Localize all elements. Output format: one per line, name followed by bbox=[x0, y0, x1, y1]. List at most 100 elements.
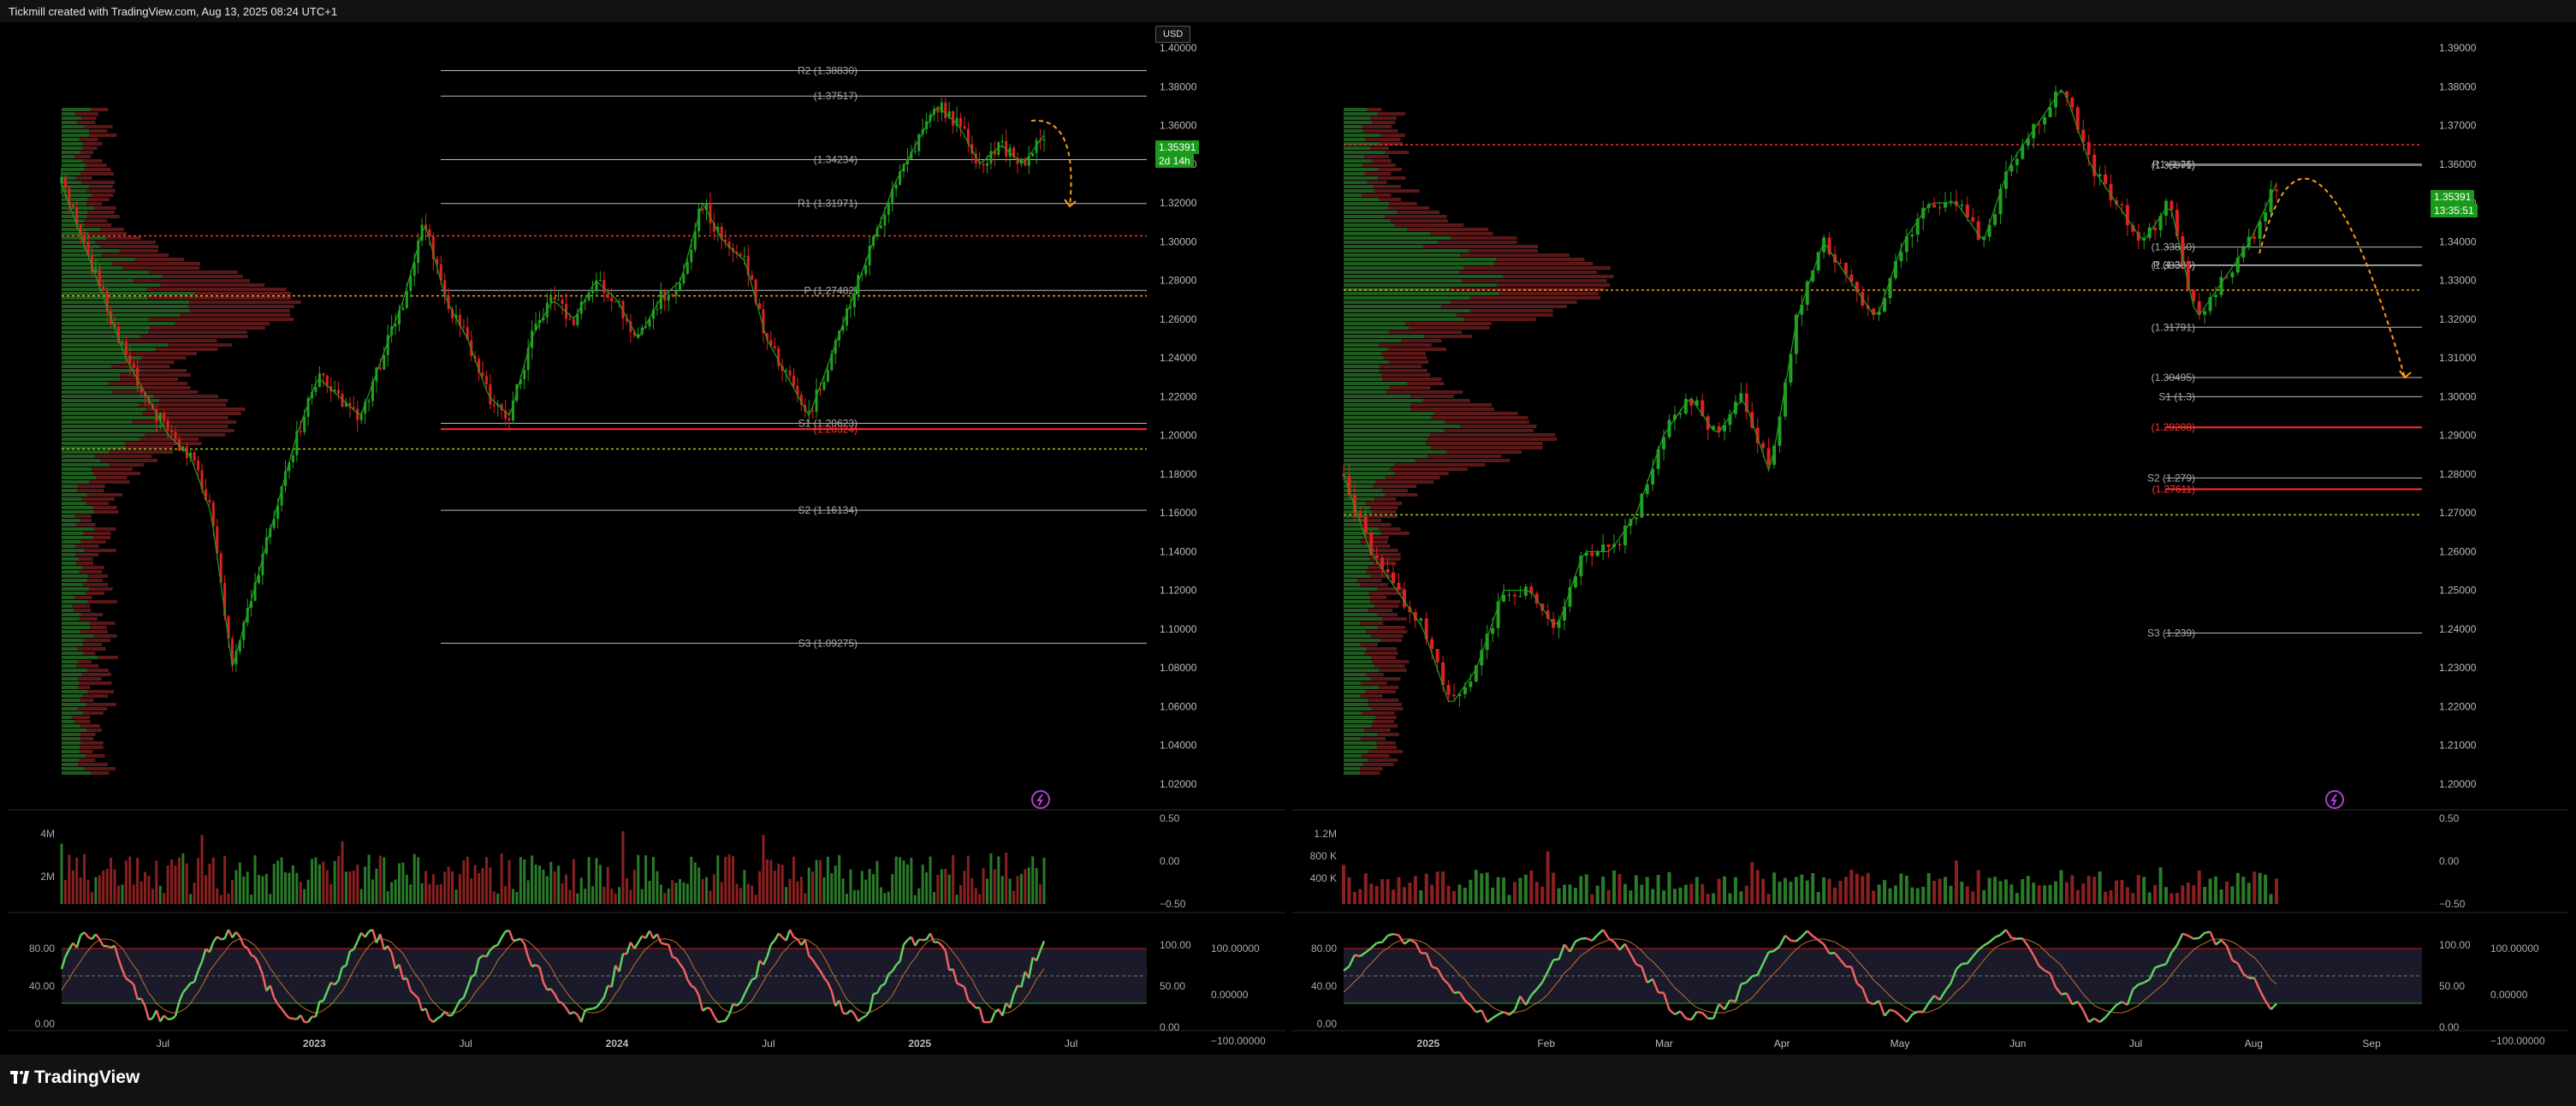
oscillator-line-segment bbox=[558, 1000, 563, 1004]
oscillator-line-segment bbox=[691, 984, 696, 990]
oscillator-line-segment bbox=[1756, 963, 1765, 976]
oscillator-axis-far-label: 100.00000 bbox=[1211, 942, 1260, 954]
chart-panel-left[interactable]: 1.400001.380001.360001.340001.320001.300… bbox=[9, 22, 1285, 1055]
currency-button[interactable]: USD bbox=[1155, 26, 1191, 43]
oscillator-line-segment bbox=[633, 942, 639, 949]
volume-bar bbox=[1463, 887, 1467, 904]
candle-body bbox=[2186, 261, 2190, 290]
volume-profile-bar-down bbox=[87, 600, 118, 604]
volume-profile-bar-down bbox=[168, 343, 232, 347]
oscillator-line-segment bbox=[527, 956, 533, 967]
oscillator-line-segment bbox=[223, 929, 230, 939]
volume-profile-bar-up bbox=[1344, 489, 1383, 492]
volume-profile-bar-up bbox=[1344, 134, 1381, 137]
candle-body bbox=[917, 134, 921, 152]
volume-profile-bar-up bbox=[62, 660, 79, 663]
volume-bar bbox=[1944, 877, 1948, 904]
oscillator-line-segment bbox=[588, 1007, 593, 1011]
volume-profile-bar-up bbox=[1344, 613, 1378, 616]
volume-profile-bar-up bbox=[1344, 142, 1380, 146]
oscillator-line-segment bbox=[937, 941, 943, 947]
candle-body bbox=[2109, 183, 2113, 201]
oscillator-line-segment bbox=[197, 960, 204, 972]
volume-bar bbox=[401, 862, 405, 904]
chart-panel-right[interactable]: 1.390001.380001.370001.360001.350001.340… bbox=[1292, 22, 2567, 1055]
volume-profile-bar-down bbox=[159, 399, 229, 402]
candle-body bbox=[68, 188, 71, 205]
volume-profile-bar-down bbox=[1378, 343, 1432, 347]
price-axis-label: 1.21000 bbox=[2439, 740, 2477, 752]
volume-bar bbox=[246, 871, 249, 904]
volume-profile-bar-down bbox=[1371, 656, 1397, 659]
oscillator-line-segment bbox=[273, 996, 279, 1005]
volume-bar bbox=[557, 865, 561, 904]
chart-canvas-left[interactable]: 1.400001.380001.360001.340001.320001.300… bbox=[9, 22, 1285, 1055]
volume-bar bbox=[447, 866, 450, 904]
volume-profile-bar-down bbox=[153, 395, 218, 398]
volume-profile-bar-down bbox=[1430, 433, 1556, 437]
oscillator-line-segment bbox=[1343, 965, 1350, 972]
candle-body bbox=[724, 239, 727, 242]
volume-profile-bar-up bbox=[1344, 330, 1389, 334]
oscillator-line-segment bbox=[2098, 1016, 2106, 1023]
volume-profile-bar-up bbox=[1344, 557, 1370, 561]
oscillator-line-segment bbox=[144, 1005, 151, 1020]
volume-bar bbox=[470, 878, 473, 904]
chart-canvas-right[interactable]: 1.390001.380001.370001.360001.350001.340… bbox=[1292, 22, 2567, 1055]
candle-body bbox=[1507, 594, 1511, 596]
tradingview-logo[interactable]: TradingView bbox=[10, 1067, 139, 1088]
oscillator-line-segment bbox=[1712, 1003, 1720, 1020]
candle-body bbox=[2070, 98, 2074, 108]
volume-profile-bar-up bbox=[62, 112, 76, 116]
candle-body bbox=[193, 452, 196, 461]
volume-bar bbox=[986, 878, 989, 904]
volume-profile-bar-down bbox=[86, 754, 105, 758]
candle-body bbox=[436, 259, 439, 265]
volume-profile-bar-down bbox=[87, 574, 109, 578]
volume-profile-bar-down bbox=[1423, 335, 1472, 338]
volume-profile-bar-up bbox=[1344, 544, 1372, 548]
volume-profile-bar-up bbox=[62, 412, 143, 415]
volume-profile-bar-up bbox=[62, 587, 90, 591]
oscillator-line-segment bbox=[83, 931, 90, 938]
volume-bar bbox=[124, 860, 128, 904]
oscillator-line-segment bbox=[314, 1001, 321, 1018]
oscillator-line-segment bbox=[231, 931, 237, 939]
volume-bar bbox=[606, 866, 609, 904]
volume-profile-bar-down bbox=[89, 129, 108, 133]
oscillator-line-segment bbox=[538, 966, 545, 983]
volume-profile-bar-down bbox=[89, 480, 130, 484]
volume-bar bbox=[250, 895, 253, 904]
oscillator-line-segment bbox=[258, 964, 264, 975]
volume-bar bbox=[966, 855, 970, 904]
oscillator-line-segment bbox=[1723, 999, 1731, 1010]
oscillator-line-segment bbox=[390, 952, 397, 969]
candle-body bbox=[1755, 427, 1760, 443]
price-axis-label: 1.20000 bbox=[2439, 778, 2477, 790]
volume-profile-bar-up bbox=[62, 669, 88, 672]
candle-body bbox=[458, 314, 461, 327]
oscillator-line-segment bbox=[944, 950, 951, 971]
volume-bar bbox=[1369, 883, 1374, 904]
volume-bar bbox=[2104, 891, 2108, 904]
candle-body bbox=[1728, 413, 1732, 425]
candle-body bbox=[751, 275, 754, 280]
volume-bar bbox=[545, 876, 549, 904]
volume-profile-bar-down bbox=[74, 155, 92, 158]
volume-profile-bar-up bbox=[1344, 536, 1363, 539]
volume-bar bbox=[724, 856, 727, 904]
oscillator-line-segment bbox=[1905, 1014, 1914, 1023]
oscillator-line-segment bbox=[697, 995, 704, 1012]
volume-bar bbox=[1012, 890, 1016, 904]
volume-profile-bar-up bbox=[62, 467, 92, 471]
volume-profile-bar-up bbox=[1344, 296, 1470, 300]
candle-body bbox=[602, 280, 606, 294]
oscillator-line-segment bbox=[585, 1008, 590, 1012]
volume-profile-bar-down bbox=[74, 720, 91, 723]
volume-profile-bar-up bbox=[62, 758, 80, 762]
volume-profile-bar-up bbox=[1344, 300, 1451, 304]
volume-profile-bar-down bbox=[1380, 365, 1422, 368]
volume-bar bbox=[716, 855, 720, 904]
volume-bar bbox=[181, 853, 185, 904]
volume-profile-bar-down bbox=[80, 519, 92, 522]
